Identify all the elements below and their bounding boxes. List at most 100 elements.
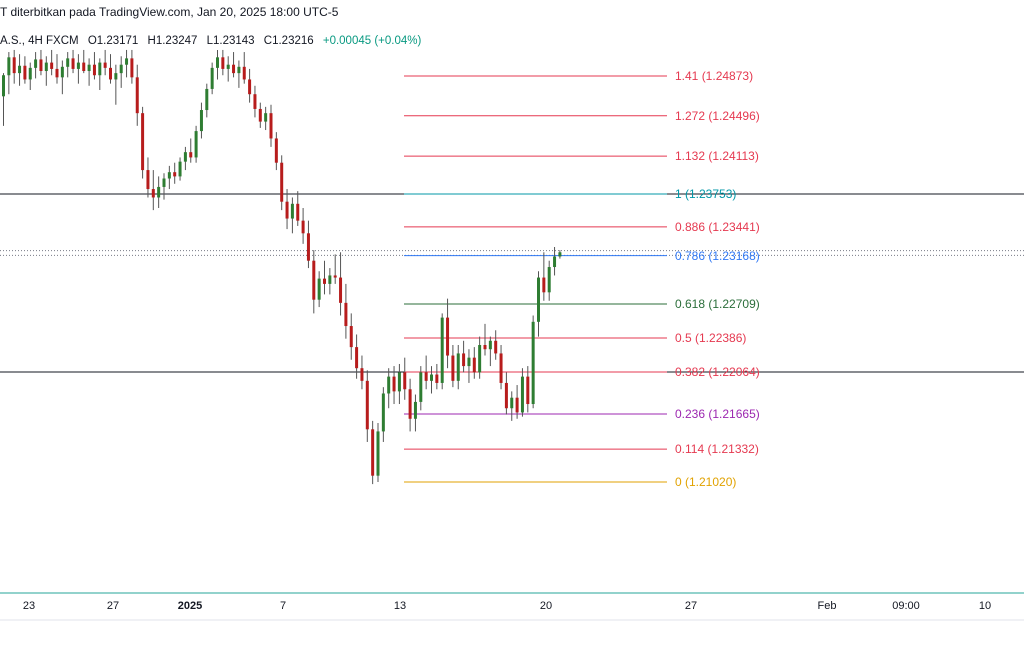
candle-down	[408, 389, 412, 419]
candle-up	[376, 431, 380, 476]
candle-down	[103, 62, 107, 68]
candle-down	[504, 382, 508, 409]
candle-down	[55, 68, 59, 78]
candle-down	[173, 172, 177, 177]
fib-level-label: 1.272 (1.24496)	[675, 108, 760, 123]
candle-up	[430, 374, 433, 381]
candle-up	[98, 62, 102, 76]
candle-down	[446, 317, 450, 356]
candle-up	[317, 278, 321, 300]
fib-level-label: 1 (1.23753)	[675, 187, 737, 201]
close-value: C1.23216	[263, 35, 314, 47]
candle-up	[18, 65, 22, 74]
ohlc-legend: A.S., 4H FXCM O1.23171 H1.23247 L1.23143…	[0, 35, 427, 47]
candle-down	[365, 380, 369, 430]
candle-down	[221, 57, 225, 69]
candle-up	[119, 64, 123, 74]
open-value: O1.23171	[87, 35, 139, 47]
candle-down	[306, 233, 310, 261]
candle-up	[28, 67, 32, 80]
candle-down	[12, 57, 16, 74]
candle-down	[371, 429, 375, 476]
published-caption: T diterbitkan pada TradingView.com, Jan …	[0, 5, 339, 19]
candle-up	[183, 152, 187, 162]
candle-up	[553, 256, 557, 268]
candle-up	[216, 57, 219, 68]
candle-up	[547, 267, 551, 293]
fib-level-label: 0.786 (1.23168)	[675, 248, 760, 263]
candle-down	[435, 374, 439, 383]
candle-down	[499, 353, 503, 383]
candle-down	[130, 58, 134, 78]
candle-up	[467, 357, 471, 367]
candle-down	[135, 77, 139, 114]
candle-down	[285, 201, 289, 219]
time-axis-label: 27	[684, 600, 698, 612]
candle-down	[526, 376, 530, 405]
candle-down	[344, 302, 348, 327]
candle-up	[44, 62, 48, 72]
fib-level-label: 0.382 (1.22064)	[675, 364, 760, 379]
fibonacci-retracement[interactable]	[404, 75, 667, 483]
candle-down	[339, 277, 343, 303]
candle-up	[7, 57, 11, 76]
time-axis-label: 2025	[177, 600, 203, 612]
fib-level-label: 1.41 (1.24873)	[675, 68, 754, 83]
candle-up	[60, 66, 64, 78]
candle-down	[189, 152, 193, 158]
candle-down	[296, 203, 300, 221]
candle-up	[537, 277, 540, 322]
candle-down	[280, 162, 284, 202]
candle-down	[274, 138, 278, 163]
fib-level-label: 1.132 (1.24113)	[675, 149, 759, 164]
candle-up	[237, 66, 241, 74]
candle-up	[194, 131, 198, 158]
candle-down	[50, 62, 54, 69]
change-value: +0.00045 (+0.04%)	[322, 35, 422, 47]
candle-up	[387, 376, 391, 394]
candle-down	[451, 355, 455, 381]
candle-down	[92, 64, 96, 76]
candle-up	[167, 172, 171, 179]
fib-level-label: 0.886 (1.23441)	[675, 219, 760, 234]
fib-level-label: 0.618 (1.22709)	[675, 297, 760, 311]
candle-up	[381, 393, 385, 432]
candle-up	[397, 372, 401, 392]
candle-up	[66, 58, 70, 67]
candle-up	[87, 64, 91, 72]
time-axis-label: 10	[978, 600, 992, 612]
fib-level-label: 0.114 (1.21332)	[675, 442, 759, 457]
candle-up	[531, 321, 535, 405]
candle-up	[199, 110, 203, 132]
candle-up	[226, 64, 230, 69]
candle-up	[34, 59, 38, 68]
time-axis-label: 13	[393, 600, 407, 612]
symbol-label[interactable]: A.S., 4H FXCM	[0, 35, 79, 47]
candle-down	[542, 277, 546, 293]
candle-down	[151, 189, 155, 198]
candle-up	[125, 58, 129, 65]
candle-down	[349, 326, 353, 348]
time-axis-label: 09:00	[892, 600, 920, 612]
high-value: H1.23247	[147, 35, 198, 47]
candle-down	[472, 357, 476, 373]
candle-down	[494, 340, 498, 354]
candle-up	[157, 186, 161, 198]
candle-down	[403, 372, 407, 390]
horizontal-lines	[0, 193, 1024, 373]
candle-down	[141, 113, 145, 171]
candle-down	[242, 66, 246, 80]
candle-down	[515, 397, 519, 413]
fib-level-label: 0 (1.21020)	[675, 475, 737, 489]
candle-up	[178, 161, 182, 177]
time-axis-label: 7	[279, 600, 287, 612]
candle-up	[114, 73, 118, 80]
candle-up	[264, 113, 268, 122]
candle-up	[440, 317, 444, 383]
candle-up	[76, 62, 80, 69]
candle-down	[39, 59, 43, 72]
candle-down	[301, 220, 305, 234]
time-axis-label: 20	[539, 600, 553, 612]
candle-down	[462, 353, 466, 367]
